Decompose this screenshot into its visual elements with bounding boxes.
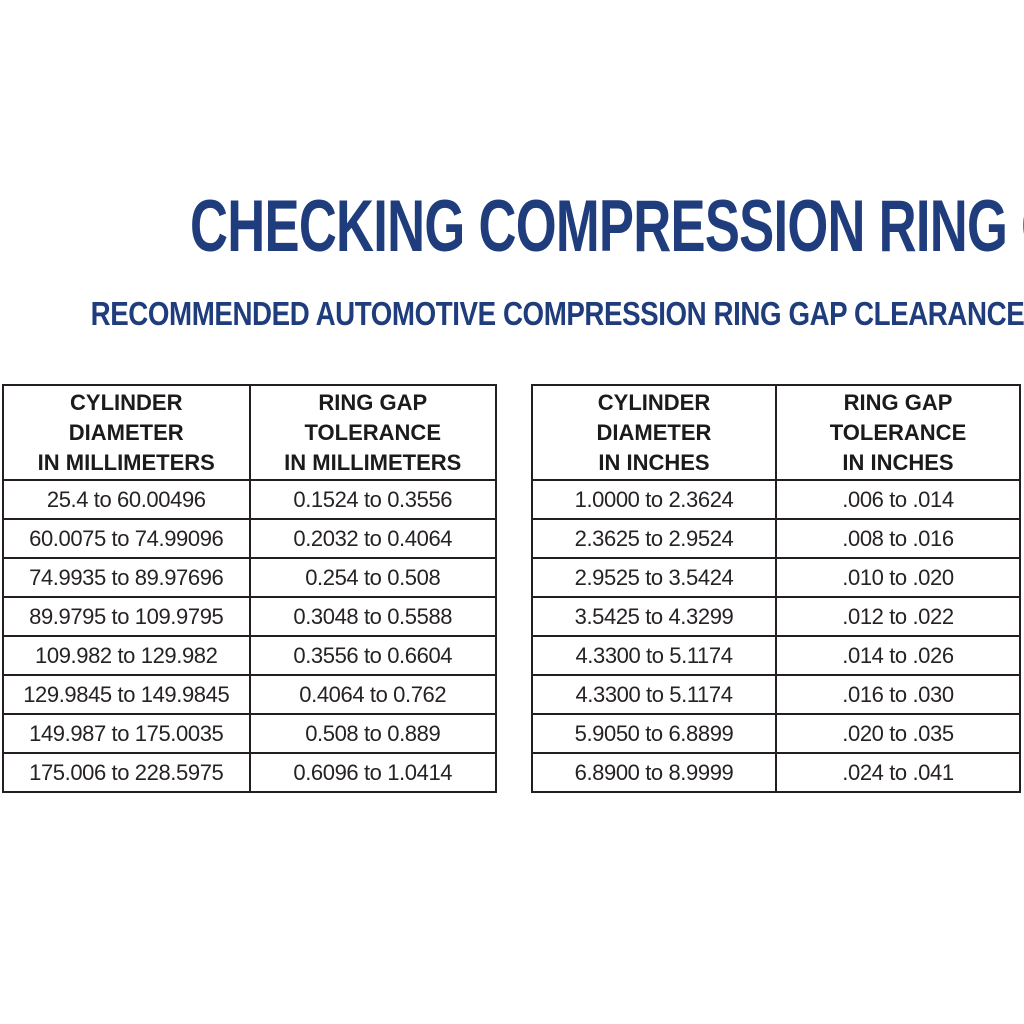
- table-cell: .012 to .022: [775, 596, 1021, 637]
- header-cylinder-diameter-mm: CYLINDER DIAMETER IN MILLIMETERS: [2, 384, 251, 481]
- header-line: CYLINDER: [597, 389, 711, 415]
- header-line: IN MILLIMETERS: [284, 449, 462, 475]
- page-subtitle: RECOMMENDED AUTOMOTIVE COMPRESSION RING …: [90, 295, 1024, 332]
- table-cell: 129.9845 to 149.9845: [2, 674, 251, 715]
- header-line: DIAMETER: [68, 419, 184, 445]
- header-line: RING GAP: [843, 389, 953, 415]
- header-line: CYLINDER: [70, 389, 183, 415]
- table-cell: 2.9525 to 3.5424: [531, 557, 777, 598]
- table-cell: 0.254 to 0.508: [248, 557, 497, 598]
- page-subtitle-wrap: RECOMMENDED AUTOMOTIVE COMPRESSION RING …: [0, 297, 1024, 330]
- header-line: TOLERANCE: [304, 419, 442, 445]
- table-cell: 149.987 to 175.0035: [2, 713, 251, 754]
- table-row: 60.0075 to 74.99096 0.2032 to 0.4064: [2, 518, 497, 559]
- table-row: 74.9935 to 89.97696 0.254 to 0.508: [2, 557, 497, 598]
- table-row: 6.8900 to 8.9999 .024 to .041: [531, 752, 1021, 793]
- table-row: 129.9845 to 149.9845 0.4064 to 0.762: [2, 674, 497, 715]
- table-cell: .014 to .026: [775, 635, 1021, 676]
- table-row: 25.4 to 60.00496 0.1524 to 0.3556: [2, 479, 497, 520]
- header-line: IN MILLIMETERS: [37, 449, 215, 475]
- table-cell: 2.3625 to 2.9524: [531, 518, 777, 559]
- table-cell: 5.9050 to 6.8899: [531, 713, 777, 754]
- table-cell: 1.0000 to 2.3624: [531, 479, 777, 520]
- table-cell: .020 to .035: [775, 713, 1021, 754]
- table-header-row: CYLINDER DIAMETER IN MILLIMETERS RING GA…: [2, 384, 497, 481]
- table-header-row: CYLINDER DIAMETER IN INCHES RING GAP TOL…: [531, 384, 1021, 481]
- table-row: 4.3300 to 5.1174 .016 to .030: [531, 674, 1021, 715]
- table-row: 175.006 to 228.5975 0.6096 to 1.0414: [2, 752, 497, 793]
- table-row: 2.9525 to 3.5424 .010 to .020: [531, 557, 1021, 598]
- header-line: RING GAP: [318, 389, 428, 415]
- table-row: 89.9795 to 109.9795 0.3048 to 0.5588: [2, 596, 497, 637]
- table-cell: 4.3300 to 5.1174: [531, 674, 777, 715]
- table-row: 4.3300 to 5.1174 .014 to .026: [531, 635, 1021, 676]
- header-line: DIAMETER: [596, 419, 712, 445]
- table-cell: 0.6096 to 1.0414: [248, 752, 497, 793]
- table-cell: 4.3300 to 5.1174: [531, 635, 777, 676]
- header-ring-gap-tolerance-mm: RING GAP TOLERANCE IN MILLIMETERS: [248, 384, 497, 481]
- table-cell: .008 to .016: [775, 518, 1021, 559]
- table-cell: 0.3048 to 0.5588: [248, 596, 497, 637]
- table-cell: 0.2032 to 0.4064: [248, 518, 497, 559]
- table-cell: 175.006 to 228.5975: [2, 752, 251, 793]
- table-cell: 0.4064 to 0.762: [248, 674, 497, 715]
- table-cell: 74.9935 to 89.97696: [2, 557, 251, 598]
- table-cell: 0.1524 to 0.3556: [248, 479, 497, 520]
- table-cell: 0.3556 to 0.6604: [248, 635, 497, 676]
- table-cell: 89.9795 to 109.9795: [2, 596, 251, 637]
- table-cell: .024 to .041: [775, 752, 1021, 793]
- table-cell: .016 to .030: [775, 674, 1021, 715]
- table-cell: 109.982 to 129.982: [2, 635, 251, 676]
- page-title: CHECKING COMPRESSION RING GAPS: [190, 186, 1024, 267]
- header-cylinder-diameter-in: CYLINDER DIAMETER IN INCHES: [531, 384, 777, 481]
- header-line: IN INCHES: [842, 449, 954, 475]
- table-cell: 60.0075 to 74.99096: [2, 518, 251, 559]
- table-row: 109.982 to 129.982 0.3556 to 0.6604: [2, 635, 497, 676]
- header-ring-gap-tolerance-in: RING GAP TOLERANCE IN INCHES: [775, 384, 1021, 481]
- page-title-wrap: CHECKING COMPRESSION RING GAPS: [0, 190, 1024, 263]
- table-cell: 25.4 to 60.00496: [2, 479, 251, 520]
- table-row: 149.987 to 175.0035 0.508 to 0.889: [2, 713, 497, 754]
- table-cell: 3.5425 to 4.3299: [531, 596, 777, 637]
- table-cell: 6.8900 to 8.9999: [531, 752, 777, 793]
- header-line: TOLERANCE: [829, 419, 967, 445]
- millimeters-table: CYLINDER DIAMETER IN MILLIMETERS RING GA…: [2, 384, 497, 793]
- table-row: 5.9050 to 6.8899 .020 to .035: [531, 713, 1021, 754]
- table-cell: .010 to .020: [775, 557, 1021, 598]
- inches-table: CYLINDER DIAMETER IN INCHES RING GAP TOL…: [531, 384, 1021, 793]
- table-cell: 0.508 to 0.889: [248, 713, 497, 754]
- table-row: 3.5425 to 4.3299 .012 to .022: [531, 596, 1021, 637]
- table-cell: .006 to .014: [775, 479, 1021, 520]
- table-row: 2.3625 to 2.9524 .008 to .016: [531, 518, 1021, 559]
- header-line: IN INCHES: [598, 449, 710, 475]
- table-row: 1.0000 to 2.3624 .006 to .014: [531, 479, 1021, 520]
